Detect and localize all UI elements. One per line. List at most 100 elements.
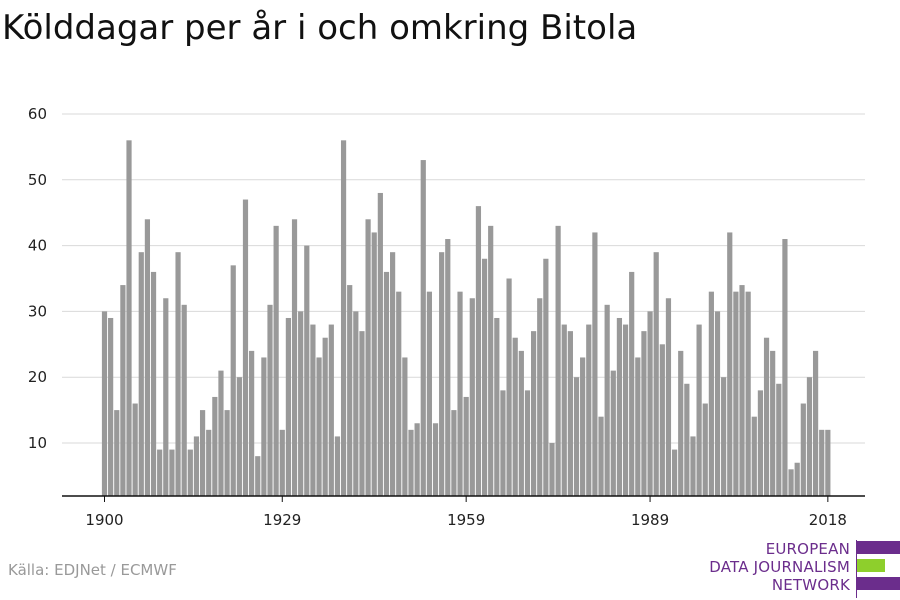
bar-1931	[291, 219, 298, 496]
bar-1914	[187, 449, 193, 496]
bar-1926	[261, 357, 267, 496]
bar-1945	[377, 192, 383, 496]
bar-1936	[322, 337, 328, 496]
bar-1985	[622, 324, 629, 496]
bar-1974	[555, 225, 561, 497]
bar-1975	[561, 324, 567, 496]
bar-1923	[242, 199, 249, 497]
source-note: Källa: EDJNet / ECMWF	[8, 561, 177, 579]
bar-1918	[212, 396, 218, 496]
bar-1956	[445, 239, 451, 496]
bar-1935	[316, 357, 322, 496]
bar-1991	[659, 344, 665, 496]
bar-1903	[120, 285, 126, 496]
bar-2004	[739, 285, 745, 496]
logo-bar-purple-top	[857, 541, 900, 554]
bar-1990	[653, 252, 659, 496]
bar-1921	[230, 265, 236, 496]
bar-1905	[132, 403, 138, 496]
bar-1954	[432, 423, 439, 496]
bar-1997	[696, 324, 702, 496]
bar-1968	[518, 350, 524, 496]
edjnet-logo: EUROPEAN DATA JOURNALISM NETWORK	[700, 540, 900, 598]
bar-2015	[806, 377, 813, 496]
bar-1916	[199, 410, 206, 496]
logo-divider	[856, 540, 857, 598]
bar-1958	[457, 291, 463, 496]
y-tick-label: 40	[28, 237, 47, 255]
bar-2007	[757, 390, 764, 496]
bar-1966	[506, 278, 512, 496]
bars	[101, 140, 831, 497]
bar-2011	[782, 239, 788, 496]
bar-1971	[537, 298, 543, 496]
bar-1915	[193, 436, 200, 496]
bar-1949	[402, 357, 408, 496]
chart-title: Kölddagar per år i och omkring Bitola	[2, 8, 638, 48]
logo-text-line-1: EUROPEAN	[765, 540, 850, 558]
bar-1988	[641, 331, 647, 496]
bar-2012	[788, 469, 794, 496]
bar-1983	[610, 370, 616, 496]
bar-1965	[500, 390, 506, 496]
bar-1977	[573, 377, 580, 496]
bar-1929	[279, 429, 285, 496]
bar-1944	[371, 232, 377, 496]
bar-1902	[114, 410, 120, 496]
x-axis-ticks: 1900 1929 1959 1989 2018	[85, 496, 847, 529]
y-tick-label: 30	[28, 302, 47, 320]
bar-1937	[328, 324, 334, 496]
bar-1910	[163, 298, 169, 496]
bar-1901	[108, 317, 114, 496]
bar-1994	[678, 350, 684, 496]
bar-1964	[494, 317, 500, 496]
bar-1920	[224, 410, 230, 496]
bar-1955	[439, 252, 445, 496]
x-tick-label: 1959	[447, 511, 485, 529]
bar-1940	[347, 285, 353, 496]
bar-1908	[150, 271, 157, 496]
bar-2010	[776, 383, 782, 496]
bar-1948	[396, 291, 402, 496]
bar-1963	[488, 225, 494, 497]
bar-1947	[390, 252, 396, 496]
bar-1928	[273, 225, 279, 497]
bar-1941	[353, 311, 359, 496]
bar-1939	[340, 140, 347, 496]
bar-1961	[475, 206, 482, 496]
y-tick-label: 60	[28, 105, 47, 123]
bar-1932	[298, 311, 304, 496]
bar-1960	[469, 298, 475, 496]
bar-1989	[647, 311, 653, 496]
bar-2006	[751, 416, 757, 496]
bar-1943	[365, 219, 371, 496]
y-tick-label: 10	[28, 434, 47, 452]
bar-1900	[101, 311, 108, 496]
bar-1922	[236, 377, 242, 496]
bar-1980	[592, 232, 598, 496]
bar-2018	[825, 429, 831, 496]
x-tick-label: 1989	[631, 511, 669, 529]
bar-1998	[702, 403, 708, 496]
bar-1967	[512, 337, 518, 496]
bar-1942	[359, 331, 365, 496]
bar-1979	[586, 324, 592, 496]
bar-1996	[690, 436, 696, 496]
bar-2001	[721, 377, 727, 496]
y-tick-label: 20	[28, 368, 47, 386]
bar-2013	[794, 462, 800, 496]
bar-1930	[285, 317, 291, 496]
bar-1992	[665, 298, 672, 496]
bar-1919	[218, 370, 224, 496]
bar-1970	[531, 331, 537, 496]
bar-2009	[770, 350, 776, 496]
bar-1969	[524, 390, 531, 496]
bar-1962	[481, 258, 488, 496]
bar-1951	[414, 423, 420, 496]
bar-2002	[727, 232, 733, 496]
bar-1995	[684, 383, 690, 496]
bar-1981	[598, 416, 604, 496]
bar-1986	[629, 271, 635, 496]
bar-1924	[249, 350, 255, 496]
